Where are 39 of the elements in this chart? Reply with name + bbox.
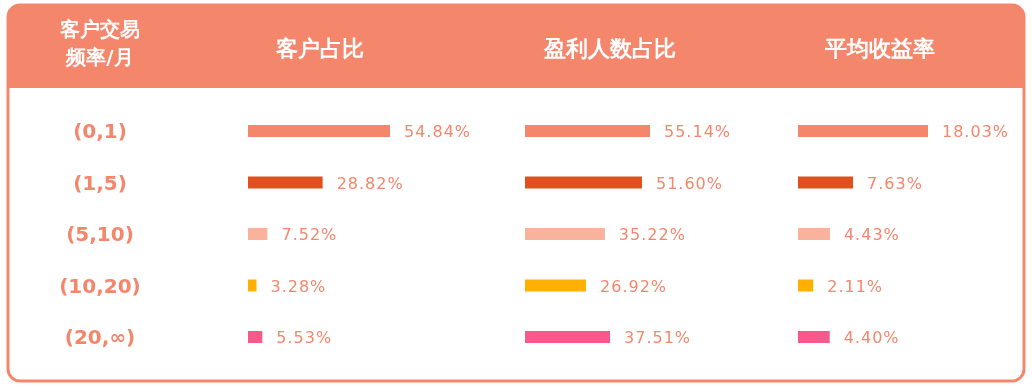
bar xyxy=(248,125,390,137)
data-label: 37.51% xyxy=(624,328,692,347)
bar xyxy=(525,279,587,292)
data-label: 55.14% xyxy=(664,122,732,141)
y-tick-label: (0,1) xyxy=(73,119,127,143)
data-label: 4.40% xyxy=(843,328,900,347)
bar xyxy=(525,228,605,240)
data-label: 3.28% xyxy=(270,276,327,296)
bar xyxy=(525,331,611,343)
data-label: 54.84% xyxy=(404,122,472,141)
data-label: 7.52% xyxy=(281,225,338,244)
chart-title: 盈利人数占比 xyxy=(543,36,676,61)
y-tick-label: (20,∞) xyxy=(64,325,136,349)
bar xyxy=(248,228,268,240)
chart-title: 客户占比 xyxy=(275,36,364,61)
bar xyxy=(798,279,814,292)
data-label: 5.53% xyxy=(276,328,333,347)
bar xyxy=(798,331,830,343)
bar xyxy=(248,279,257,292)
bar xyxy=(525,125,650,137)
bar xyxy=(798,125,928,137)
chart-title: 平均收益率 xyxy=(824,36,935,61)
bar xyxy=(525,176,642,189)
data-label: 7.63% xyxy=(867,173,923,193)
data-label: 4.43% xyxy=(843,225,900,244)
data-label: 2.11% xyxy=(827,276,884,296)
bar xyxy=(798,228,830,240)
y-tick-label: (1,5) xyxy=(73,170,127,195)
y-tick-label: (10,20) xyxy=(59,273,141,298)
bar xyxy=(248,331,263,343)
data-label: 51.60% xyxy=(655,173,723,193)
data-label: 18.03% xyxy=(942,122,1010,141)
data-label: 28.82% xyxy=(336,173,404,193)
y-tick-label: (5,10) xyxy=(66,222,134,246)
data-label: 26.92% xyxy=(600,276,668,296)
data-label: 35.22% xyxy=(618,225,686,244)
bar xyxy=(798,176,854,189)
y-axis-title: 客户交易频率/月 xyxy=(59,17,140,69)
bar xyxy=(248,176,323,189)
